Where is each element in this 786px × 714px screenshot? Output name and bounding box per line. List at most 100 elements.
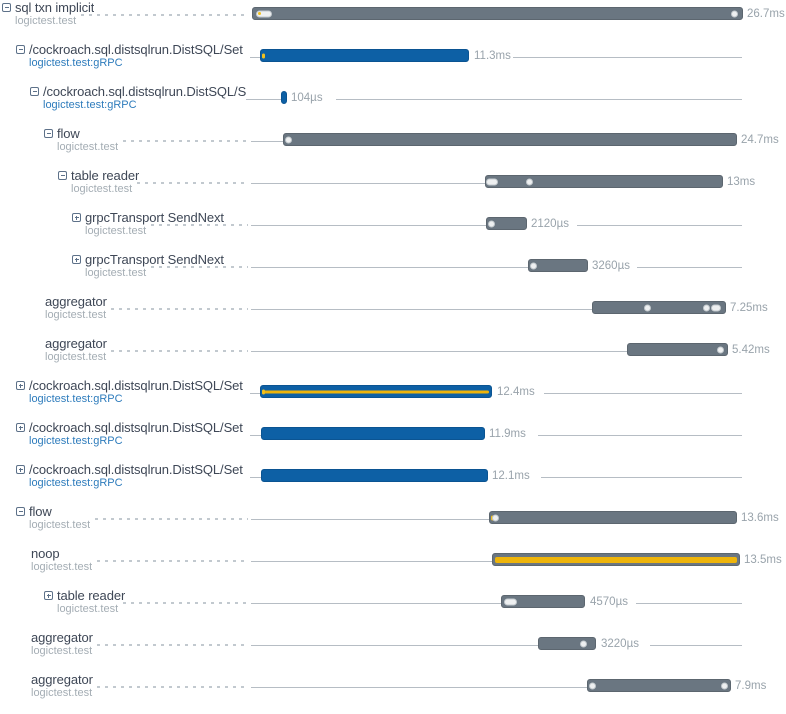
span-name-block[interactable]: aggregator logictest.test <box>31 673 93 699</box>
collapse-icon[interactable] <box>16 45 25 54</box>
span-name-block[interactable]: /cockroach.sql.distsqlrun.DistSQL/Set log… <box>29 463 243 489</box>
span-row[interactable]: /cockroach.sql.distsqlrun.DistSQL/Set log… <box>0 42 786 84</box>
span-name-block[interactable]: noop logictest.test <box>31 547 92 573</box>
collapse-icon[interactable] <box>58 171 67 180</box>
collapse-icon[interactable] <box>44 129 53 138</box>
collapse-icon[interactable] <box>30 87 39 96</box>
timeline-line <box>251 644 538 646</box>
span-row[interactable]: aggregator logictest.test 3220µs <box>0 630 786 672</box>
span-bar[interactable] <box>281 91 287 104</box>
span-name: table reader <box>71 169 140 183</box>
span-bar[interactable] <box>492 553 740 566</box>
expand-icon[interactable] <box>16 465 25 474</box>
timeline-line <box>513 56 742 58</box>
span-name-block[interactable]: /cockroach.sql.distsqlrun.DistSQL/Set log… <box>29 379 243 405</box>
event-marker-dot <box>488 220 495 227</box>
span-name-block[interactable]: table reader logictest.test <box>71 169 139 195</box>
span-name: sql txn implicit <box>15 1 95 15</box>
span-process: logictest.test <box>31 645 93 657</box>
span-name-block[interactable]: flow logictest.test <box>57 127 118 153</box>
span-row[interactable]: flow logictest.test 24.7ms <box>0 126 786 168</box>
span-process: logictest.test <box>29 519 91 531</box>
duration-label: 13ms <box>727 176 756 188</box>
span-bar[interactable] <box>260 49 469 62</box>
duration-label: 104µs <box>291 92 323 104</box>
span-bar[interactable] <box>627 343 728 356</box>
event-marker-pill <box>256 10 272 17</box>
span-row[interactable]: sql txn implicit logictest.test 26.7ms <box>0 0 786 42</box>
span-row[interactable]: /cockroach.sql.distsqlrun.DistSQL/S logic… <box>0 84 786 126</box>
start-event-tick <box>262 389 265 394</box>
timeline-line <box>251 686 587 688</box>
span-name-block[interactable]: grpcTransport SendNext logictest.test <box>85 253 224 279</box>
timeline-line <box>251 350 627 352</box>
span-row[interactable]: noop logictest.test 13.5ms <box>0 546 786 588</box>
collapse-icon[interactable] <box>2 3 11 12</box>
span-name-block[interactable]: aggregator logictest.test <box>31 631 93 657</box>
span-bar[interactable] <box>486 217 527 230</box>
span-name-block[interactable]: aggregator logictest.test <box>45 295 107 321</box>
span-name: noop <box>31 547 60 561</box>
span-bar[interactable] <box>501 595 585 608</box>
collapse-icon[interactable] <box>16 507 25 516</box>
span-process: logictest.test <box>31 561 93 573</box>
highlight-stripe <box>495 556 737 563</box>
span-process: logictest.test <box>57 141 119 153</box>
span-bar[interactable] <box>587 679 731 692</box>
event-marker-dot <box>731 10 738 17</box>
timeline-line <box>251 182 485 184</box>
span-name: flow <box>29 505 52 519</box>
span-name-block[interactable]: grpcTransport SendNext logictest.test <box>85 211 224 237</box>
span-name: grpcTransport SendNext <box>85 211 224 225</box>
span-process: logictest.test:gRPC <box>29 435 123 447</box>
timeline-line <box>637 266 742 268</box>
span-row[interactable]: aggregator logictest.test 7.9ms <box>0 672 786 714</box>
span-row[interactable]: table reader logictest.test 4570µs <box>0 588 786 630</box>
span-bar[interactable] <box>485 175 723 188</box>
span-bar[interactable] <box>261 427 485 440</box>
duration-label: 13.5ms <box>744 554 782 566</box>
span-row[interactable]: aggregator logictest.test 7.25ms <box>0 294 786 336</box>
span-process: logictest.test:gRPC <box>43 99 137 111</box>
leader-dashes <box>81 14 248 16</box>
span-row[interactable]: aggregator logictest.test 5.42ms <box>0 336 786 378</box>
duration-label: 24.7ms <box>741 134 779 146</box>
span-bar[interactable] <box>592 301 726 314</box>
leader-dashes <box>111 308 248 310</box>
span-name-block[interactable]: /cockroach.sql.distsqlrun.DistSQL/S logic… <box>43 85 246 111</box>
span-row[interactable]: table reader logictest.test 13ms <box>0 168 786 210</box>
span-name-block[interactable]: /cockroach.sql.distsqlrun.DistSQL/Set log… <box>29 43 243 69</box>
span-name-block[interactable]: /cockroach.sql.distsqlrun.DistSQL/Set log… <box>29 421 243 447</box>
timeline-line <box>577 224 742 226</box>
event-marker-dot <box>492 514 499 521</box>
span-bar[interactable] <box>252 7 743 20</box>
leader-dashes <box>123 140 248 142</box>
span-process: logictest.test <box>71 183 133 195</box>
span-name-block[interactable]: flow logictest.test <box>29 505 90 531</box>
expand-icon[interactable] <box>72 255 81 264</box>
span-bar[interactable] <box>283 133 737 146</box>
span-bar[interactable] <box>528 259 588 272</box>
timeline-line <box>650 644 742 646</box>
expand-icon[interactable] <box>16 423 25 432</box>
span-row[interactable]: /cockroach.sql.distsqlrun.DistSQL/Set log… <box>0 420 786 462</box>
span-row[interactable]: grpcTransport SendNext logictest.test 3260… <box>0 252 786 294</box>
expand-icon[interactable] <box>44 591 53 600</box>
expand-icon[interactable] <box>72 213 81 222</box>
expand-icon[interactable] <box>16 381 25 390</box>
span-name-block[interactable]: aggregator logictest.test <box>45 337 107 363</box>
span-bar[interactable] <box>260 385 492 398</box>
timeline-line <box>246 98 281 100</box>
timeline-line <box>251 308 592 310</box>
span-row[interactable]: /cockroach.sql.distsqlrun.DistSQL/Set log… <box>0 378 786 420</box>
span-name: aggregator <box>31 673 93 687</box>
span-row[interactable]: /cockroach.sql.distsqlrun.DistSQL/Set log… <box>0 462 786 504</box>
span-bar[interactable] <box>489 511 737 524</box>
span-bar[interactable] <box>261 469 488 482</box>
span-name-block[interactable]: sql txn implicit logictest.test <box>15 1 94 27</box>
span-row[interactable]: grpcTransport SendNext logictest.test 2120… <box>0 210 786 252</box>
span-name: /cockroach.sql.distsqlrun.DistSQL/Set <box>29 463 243 477</box>
span-bar[interactable] <box>538 637 596 650</box>
span-name-block[interactable]: table reader logictest.test <box>57 589 125 615</box>
span-row[interactable]: flow logictest.test 13.6ms <box>0 504 786 546</box>
